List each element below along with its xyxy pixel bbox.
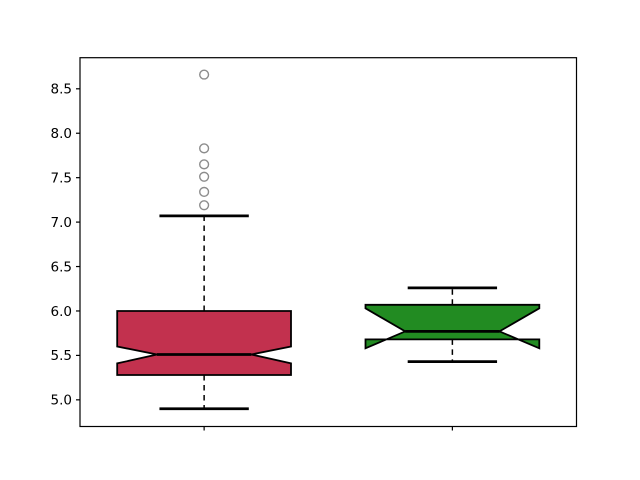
y-tick-label: 5.5 [51,348,72,364]
y-tick-label: 6.5 [51,259,72,275]
box-1-outlier-point [199,69,210,80]
y-tick-label: 8.5 [51,82,72,98]
box-1-outlier-point [199,186,210,197]
box-2-body [364,303,541,350]
y-tick-label: 5.0 [51,393,72,409]
box-1-outlier-point [199,171,210,182]
box-1-outlier-point [199,200,210,211]
y-tick-label: 8.0 [51,126,72,142]
y-tick-label: 6.0 [51,304,72,320]
box-1-outlier-point [199,143,210,154]
box-1-outlier-point [199,159,210,170]
y-tick-label: 7.5 [51,170,72,186]
box-1-body [116,310,292,376]
y-tick-label: 7.0 [51,215,72,231]
